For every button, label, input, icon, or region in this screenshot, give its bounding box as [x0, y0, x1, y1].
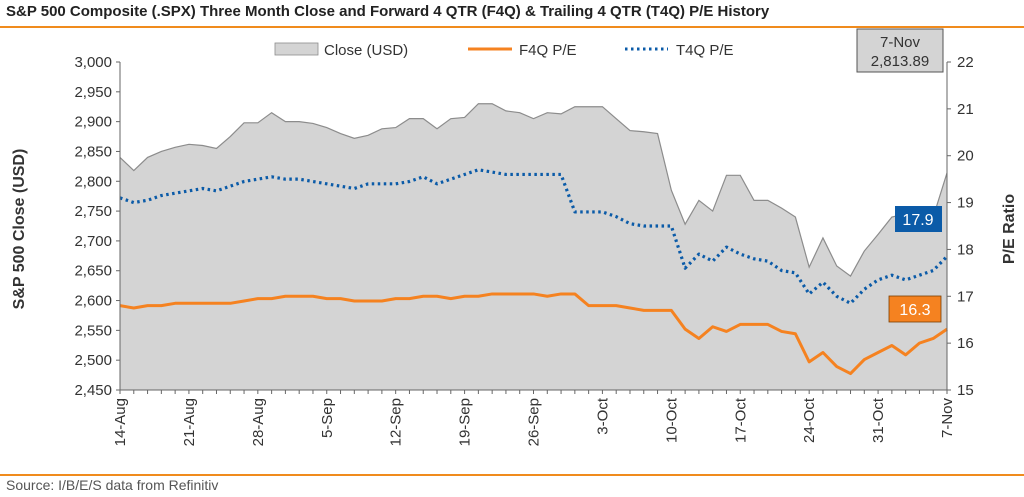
x-tick-label: 14-Aug — [112, 398, 129, 446]
f4q-callout-value: 16.3 — [899, 302, 930, 319]
left-tick-label: 2,950 — [74, 84, 112, 101]
legend-f4q-label: F4Q P/E — [519, 42, 577, 59]
plot-area — [119, 62, 949, 391]
x-tick-label: 3-Oct — [594, 397, 611, 435]
last-close-value: 2,813.89 — [871, 53, 929, 70]
x-axis: 14-Aug 21-Aug 28-Aug 5-Sep 12-Sep 19-Sep 26-Se… — [112, 390, 956, 446]
right-tick-label: 20 — [957, 148, 974, 165]
x-tick-label: 19-Sep — [457, 398, 474, 446]
right-axis-label: P/E Ratio — [1001, 194, 1018, 264]
left-tick-label: 2,850 — [74, 143, 112, 160]
x-tick-label: 5-Sep — [319, 398, 336, 438]
left-y-axis: 2,450 2,500 2,550 2,600 2,650 2,700 2,750 2,800… — [74, 54, 120, 399]
legend-t4q-label: T4Q P/E — [676, 42, 734, 59]
x-tick-label: 26-Sep — [526, 398, 543, 446]
x-tick-label: 10-Oct — [663, 397, 680, 443]
footer-rule — [0, 474, 1024, 476]
t4q-callout: 17.9 — [895, 206, 942, 232]
left-tick-label: 2,900 — [74, 114, 112, 131]
right-tick-label: 22 — [957, 54, 974, 71]
series-close-line — [119, 103, 948, 277]
right-tick-label: 18 — [957, 241, 974, 258]
left-tick-label: 2,600 — [74, 293, 112, 310]
t4q-callout-value: 17.9 — [902, 212, 933, 229]
left-tick-label: 2,750 — [74, 203, 112, 220]
title-underline — [0, 26, 1024, 28]
series-f4q-line — [119, 292, 948, 376]
right-tick-label: 19 — [957, 195, 974, 212]
right-tick-label: 17 — [957, 288, 974, 305]
x-tick-label: 31-Oct — [870, 397, 887, 443]
last-date-box: 7-Nov 2,813.89 — [856, 28, 944, 73]
right-y-axis: 15 16 17 18 19 20 21 22 — [947, 54, 974, 399]
right-tick-label: 16 — [957, 335, 974, 352]
left-tick-label: 2,700 — [74, 233, 112, 250]
left-tick-label: 2,450 — [74, 382, 112, 399]
series-close-area — [120, 103, 947, 390]
chart-title: S&P 500 Composite (.SPX) Three Month Clo… — [6, 3, 770, 20]
right-tick-label: 21 — [957, 101, 974, 118]
left-tick-label: 2,800 — [74, 173, 112, 190]
left-tick-label: 2,650 — [74, 263, 112, 280]
x-tick-label: 17-Oct — [732, 397, 749, 443]
left-tick-label: 3,000 — [74, 54, 112, 71]
last-date: 7-Nov — [880, 34, 921, 51]
x-tick-label: 21-Aug — [181, 398, 198, 446]
chart-svg: 2,450 2,500 2,550 2,600 2,650 2,700 2,750 2,800… — [11, 28, 1018, 446]
legend: Close (USD) F4Q P/E T4Q P/E — [274, 42, 734, 59]
legend-close-swatch — [274, 42, 319, 56]
x-tick-label: 7-Nov — [939, 398, 956, 439]
right-tick-label: 15 — [957, 382, 974, 399]
left-tick-label: 2,500 — [74, 352, 112, 369]
left-axis-label: S&P 500 Close (USD) — [11, 149, 28, 310]
left-tick-label: 2,550 — [74, 322, 112, 339]
legend-close-label: Close (USD) — [324, 42, 408, 59]
f4q-callout: 16.3 — [888, 295, 942, 323]
x-tick-label: 28-Aug — [250, 398, 267, 446]
x-tick-label: 24-Oct — [801, 397, 818, 443]
source-note: Source: I/B/E/S data from Refinitiv — [6, 477, 219, 493]
x-tick-label: 12-Sep — [388, 398, 405, 446]
